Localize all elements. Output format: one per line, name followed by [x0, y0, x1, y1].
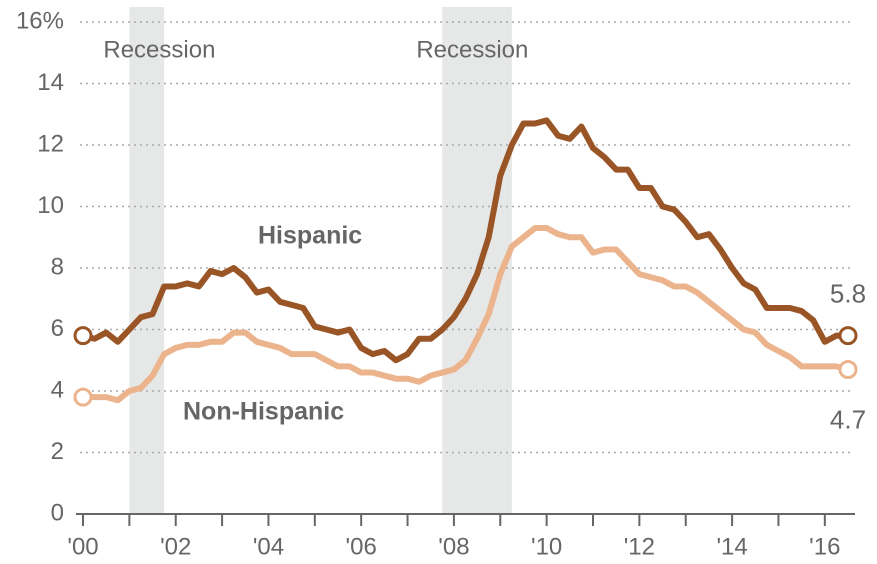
x-tick-label: '08	[438, 533, 469, 560]
y-tick-label: 4	[51, 376, 64, 403]
line	[82, 117, 848, 364]
end-value-label: 4.7	[830, 404, 866, 434]
recession-band	[129, 7, 165, 514]
y-tick-label: 10	[37, 192, 64, 219]
x-tick-label: '02	[160, 533, 191, 560]
recession-label: Recession	[103, 36, 215, 63]
x-tick-label: '14	[716, 533, 747, 560]
x-tick-label: '10	[531, 533, 562, 560]
y-tick-label: 6	[51, 315, 64, 342]
y-tick-label: 8	[51, 253, 64, 280]
endpoint-marker	[73, 387, 93, 407]
y-tick-label: 12	[37, 130, 64, 157]
y-tick-label: 14	[37, 69, 64, 96]
recession-band	[442, 7, 512, 514]
series-label: Non-Hispanic	[183, 398, 344, 426]
x-tick-label: '04	[253, 533, 284, 560]
y-tick-label: 16%	[16, 7, 64, 34]
series-label: Hispanic	[258, 222, 362, 250]
endpoint-marker	[73, 326, 93, 346]
y-tick-label: 2	[51, 438, 64, 465]
endpoint-marker	[838, 326, 858, 346]
x-tick-label: '12	[624, 533, 655, 560]
end-value-label: 5.8	[830, 279, 866, 309]
line	[83, 225, 849, 404]
endpoint-marker	[838, 359, 858, 379]
x-tick-label: '16	[809, 533, 840, 560]
y-tick-label: 0	[51, 499, 64, 526]
recession-label: Recession	[416, 36, 528, 63]
x-tick-label: '06	[346, 533, 377, 560]
x-tick-label: '00	[67, 533, 98, 560]
